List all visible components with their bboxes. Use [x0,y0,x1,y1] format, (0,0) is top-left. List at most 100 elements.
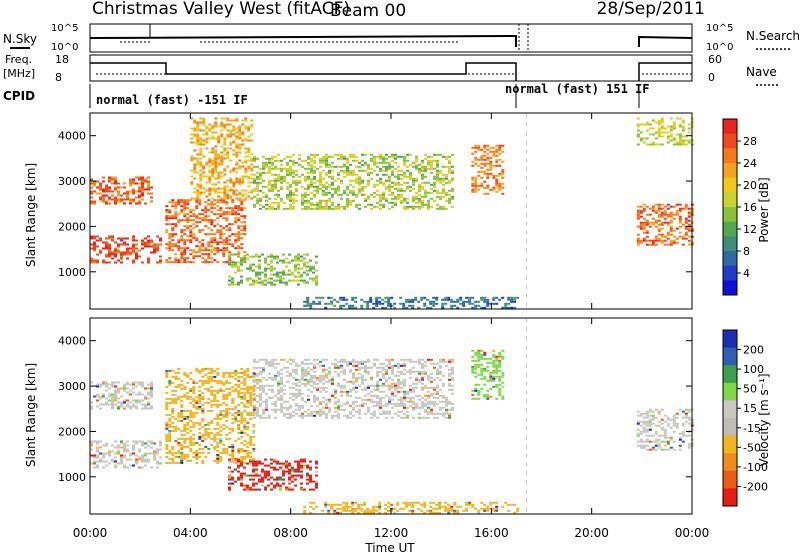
power-cell [681,127,685,130]
velocity-cell [313,396,316,399]
power-cell [253,177,256,180]
power-cell [334,189,337,192]
velocity-cell [108,403,111,406]
power-cell [492,150,496,153]
power-cell [141,176,144,179]
velocity-cell [96,440,99,443]
power-cell [174,259,178,262]
power-cell [678,221,682,224]
velocity-cell [304,374,307,377]
power-cell [108,196,111,199]
power-cell [403,207,406,210]
velocity-cell [240,417,244,420]
power-cell [373,159,376,162]
power-cell [636,243,640,246]
velocity-cell [174,401,178,404]
velocity-cell [195,399,199,402]
velocity-cell [246,445,250,448]
velocity-cell [370,366,373,369]
power-cell [217,195,221,198]
velocity-cell [183,457,187,460]
power-cell [271,161,274,164]
velocity-cell [234,389,238,392]
power-cell [217,125,221,128]
velocity-cell [442,414,445,417]
velocity-cell [153,452,156,455]
power-cell [238,197,242,200]
velocity-cell [436,392,439,395]
velocity-cell [225,403,229,406]
power-cell [436,179,439,182]
power-cell [253,173,256,176]
power-cell [105,194,108,197]
power-cell [222,239,226,242]
velocity-cell [243,369,247,372]
power-cell [262,185,265,188]
power-cell [256,183,259,186]
power-cell [474,190,478,193]
power-cell [228,213,232,216]
power-cell [666,131,670,134]
power-cell [448,193,451,196]
power-cell [328,169,331,172]
power-cell [190,155,194,158]
velocity-cell [204,427,208,430]
velocity-cell [111,383,114,386]
velocity-cell [430,380,433,383]
power-cell [99,184,102,187]
power-cell [232,153,236,156]
power-cell [229,177,233,180]
power-cell [232,125,236,128]
power-cell [150,239,153,242]
power-cell [192,251,196,254]
velocity-cell [286,366,289,369]
power-cell [474,186,478,189]
power-cell [247,127,251,130]
power-cell [199,183,203,186]
velocity-cell [331,380,334,383]
velocity-cell [90,407,93,410]
velocity-cell [298,394,301,397]
velocity-cell [129,452,132,455]
power-cell [651,209,655,212]
power-cell [102,196,105,199]
power-cell [126,192,129,195]
velocity-cell [409,396,412,399]
power-cell [376,193,379,196]
velocity-cell [412,370,415,373]
velocity-cell [259,366,262,369]
velocity-cell [379,378,382,381]
power-cell [129,253,132,256]
power-cell [495,180,499,183]
velocity-cell [334,358,337,361]
velocity-cell [471,393,475,396]
power-cell [331,165,334,168]
nsky-label: N.Sky [3,32,37,46]
power-cell [271,207,274,210]
velocity-cell [210,375,214,378]
velocity-cell [183,455,187,458]
velocity-cell [159,456,162,459]
velocity-cell [352,382,355,385]
velocity-cell [123,401,126,404]
power-cell [240,199,244,202]
velocity-cell [307,388,310,391]
power-cell [406,187,409,190]
velocity-cell [258,474,261,477]
velocity-cell [228,387,232,390]
velocity-cell [216,449,220,452]
velocity-cell [256,382,259,385]
power-cell [415,191,418,194]
power-cell [180,237,184,240]
velocity-cell [252,460,255,463]
velocity-cell [120,401,123,404]
power-cell [355,195,358,198]
power-cell [307,163,310,166]
velocity-cell [501,395,505,398]
power-cell [150,192,153,195]
velocity-cell [141,393,144,396]
power-cell [297,257,300,260]
power-cell [270,255,273,258]
power-cell [226,195,230,198]
velocity-cell [385,368,388,371]
